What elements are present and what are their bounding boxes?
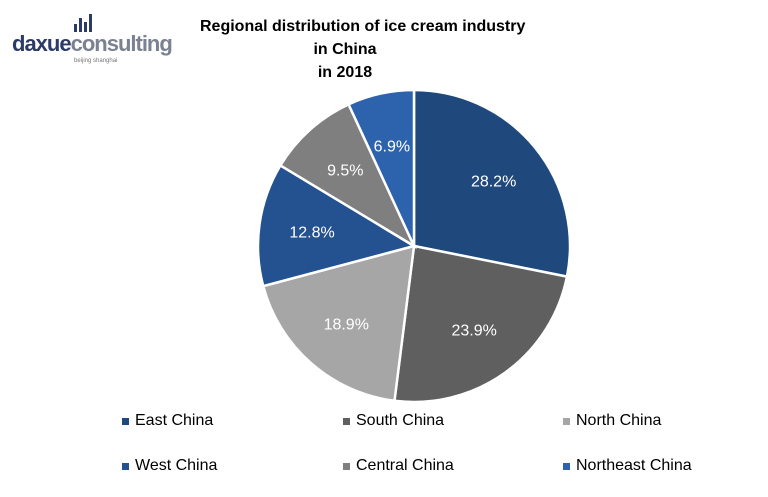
pie-slice-east-china (412, 88, 572, 279)
logo-text-2: consulting (70, 31, 173, 56)
legend-label: East China (135, 412, 214, 429)
chart-title: Regional distribution of ice cream indus… (200, 15, 526, 84)
title-line-3: in 2018 (317, 64, 373, 81)
data-label: 9.5% (327, 162, 363, 179)
data-label: 18.9% (324, 317, 369, 334)
data-label: 12.8% (289, 225, 334, 242)
daxue-logo: daxueconsulting beijing shanghai (12, 14, 192, 70)
legend-label: West China (135, 457, 218, 474)
pie-slice-central-china (278, 102, 417, 250)
logo-text-1: daxue (12, 31, 72, 56)
data-label: 28.2% (471, 174, 516, 191)
pie-slice-northeast-china (346, 88, 416, 247)
logo-tagline: beijing shanghai (74, 58, 118, 64)
legend-label: North China (576, 412, 662, 429)
legend-item: Northeast China (563, 457, 692, 475)
legend-label: Northeast China (576, 457, 692, 474)
logo-bars-icon (74, 14, 94, 32)
title-line-2: in China (313, 41, 377, 58)
legend-item: East China (122, 412, 213, 430)
legend-item: West China (122, 457, 217, 475)
data-label: 23.9% (451, 323, 496, 340)
legend-label: South China (356, 412, 445, 429)
legend-swatch (563, 462, 570, 470)
legend-swatch (343, 417, 350, 425)
legend-item: Central China (343, 457, 454, 475)
legend-swatch (563, 417, 570, 425)
title-line-1: Regional distribution of ice cream indus… (200, 18, 526, 35)
legend-item: South China (343, 412, 444, 430)
pie-slice-west-china (256, 163, 418, 288)
pie-slice-south-china (393, 244, 569, 404)
data-label: 6.9% (374, 138, 410, 155)
legend-swatch (122, 417, 129, 425)
legend-item: North China (563, 412, 661, 430)
legend-swatch (343, 462, 350, 470)
legend-label: Central China (356, 457, 454, 474)
legend-swatch (122, 462, 129, 470)
pie-slice-north-china (261, 244, 416, 403)
